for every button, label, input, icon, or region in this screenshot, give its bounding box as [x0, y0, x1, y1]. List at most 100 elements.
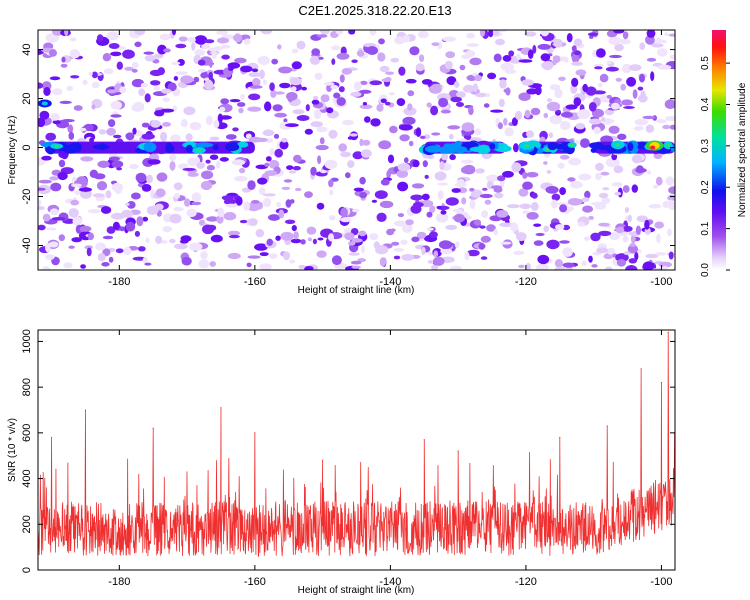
- noise-blob: [300, 239, 306, 245]
- noise-blob: [416, 231, 427, 239]
- noise-blob: [571, 77, 579, 87]
- noise-blob: [535, 232, 545, 237]
- noise-blob: [504, 127, 514, 137]
- noise-blob: [114, 184, 123, 195]
- spectrogram-xtick-label: -100: [650, 276, 672, 288]
- noise-blob: [41, 155, 52, 161]
- noise-blob: [173, 76, 179, 81]
- snr-peak-point: [322, 459, 324, 461]
- noise-blob: [125, 221, 136, 232]
- noise-blob: [216, 30, 229, 35]
- noise-blob: [283, 179, 293, 183]
- noise-blob: [584, 236, 590, 241]
- noise-blob: [274, 148, 284, 158]
- noise-blob: [559, 187, 566, 196]
- figure-title: C2E1.2025.318.22.20.E13: [298, 3, 451, 18]
- noise-blob: [70, 75, 80, 79]
- noise-blob: [637, 94, 648, 103]
- noise-blob: [449, 154, 456, 161]
- noise-blob: [131, 192, 141, 200]
- noise-blob: [662, 124, 671, 130]
- noise-blob: [640, 90, 646, 98]
- noise-blob: [562, 262, 575, 268]
- spectrogram-ytick-label: -40: [21, 238, 33, 254]
- noise-blob: [452, 208, 463, 213]
- noise-blob: [584, 190, 591, 199]
- noise-blob: [186, 208, 197, 218]
- band-blob: [425, 145, 443, 153]
- noise-blob: [575, 123, 586, 130]
- noise-blob: [153, 86, 160, 91]
- noise-blob: [144, 262, 152, 266]
- snr-peak-point: [640, 368, 642, 370]
- noise-blob: [304, 128, 313, 135]
- colorbar-tick-label: 0.3: [700, 138, 711, 152]
- noise-blob: [225, 134, 237, 140]
- noise-blob: [225, 203, 238, 208]
- noise-blob: [272, 104, 283, 112]
- noise-blob: [408, 140, 414, 147]
- noise-blob: [668, 251, 674, 260]
- noise-blob: [543, 225, 549, 233]
- noise-blob: [497, 175, 506, 182]
- noise-blob: [216, 161, 221, 169]
- noise-blob: [196, 161, 206, 169]
- band-blob: [547, 142, 558, 151]
- noise-blob: [138, 88, 146, 96]
- noise-blob: [106, 226, 116, 234]
- noise-blob: [598, 82, 603, 88]
- noise-blob: [134, 230, 140, 237]
- snr-axes: -180 -160 -140 -120 -100 0 200 400 600 800 1000: [21, 329, 676, 588]
- noise-blob: [503, 117, 508, 126]
- spectrogram-xlabel: Height of straight line (km): [298, 285, 415, 296]
- noise-blob: [309, 55, 321, 65]
- noise-blob: [551, 199, 558, 209]
- noise-blob: [571, 53, 580, 63]
- noise-blob: [342, 119, 354, 126]
- noise-blob: [559, 240, 570, 244]
- noise-blob: [627, 214, 632, 223]
- noise-blob: [603, 253, 614, 260]
- noise-blob: [169, 238, 176, 244]
- noise-blob: [59, 100, 72, 104]
- snr-xtick-label: -160: [244, 576, 266, 588]
- noise-blob: [87, 209, 101, 214]
- noise-blob: [110, 100, 123, 110]
- noise-blob: [351, 265, 362, 269]
- noise-blob: [170, 134, 181, 142]
- noise-blob: [229, 99, 241, 103]
- snr-peak-point: [457, 450, 459, 452]
- noise-blob: [316, 34, 328, 38]
- noise-blob: [668, 201, 675, 211]
- noise-blob: [374, 190, 388, 200]
- noise-blob: [525, 262, 531, 270]
- noise-blob: [558, 76, 566, 82]
- noise-blob: [496, 210, 509, 218]
- noise-blob: [200, 251, 208, 260]
- noise-blob: [427, 260, 434, 264]
- noise-blob: [493, 53, 502, 63]
- noise-blob: [134, 30, 146, 36]
- noise-blob: [601, 116, 606, 122]
- noise-blob: [531, 192, 538, 199]
- noise-blob: [210, 234, 223, 243]
- noise-blob: [149, 69, 163, 77]
- noise-blob: [162, 122, 171, 127]
- noise-blob: [95, 242, 106, 251]
- spectrogram-frame: [37, 29, 676, 271]
- noise-blob: [621, 63, 632, 74]
- noise-blob: [456, 102, 464, 107]
- noise-blob: [522, 181, 533, 190]
- noise-blob: [602, 187, 610, 191]
- band-blob: [212, 144, 219, 151]
- noise-blob: [481, 210, 489, 219]
- noise-blob: [328, 179, 334, 188]
- noise-blob: [353, 187, 364, 192]
- noise-blob: [132, 127, 137, 135]
- noise-blob: [323, 82, 335, 86]
- noise-blob: [391, 241, 400, 246]
- noise-blob: [379, 257, 387, 267]
- noise-blob: [377, 52, 386, 62]
- snr-ytick-label: 400: [21, 469, 33, 487]
- noise-blob: [532, 44, 537, 54]
